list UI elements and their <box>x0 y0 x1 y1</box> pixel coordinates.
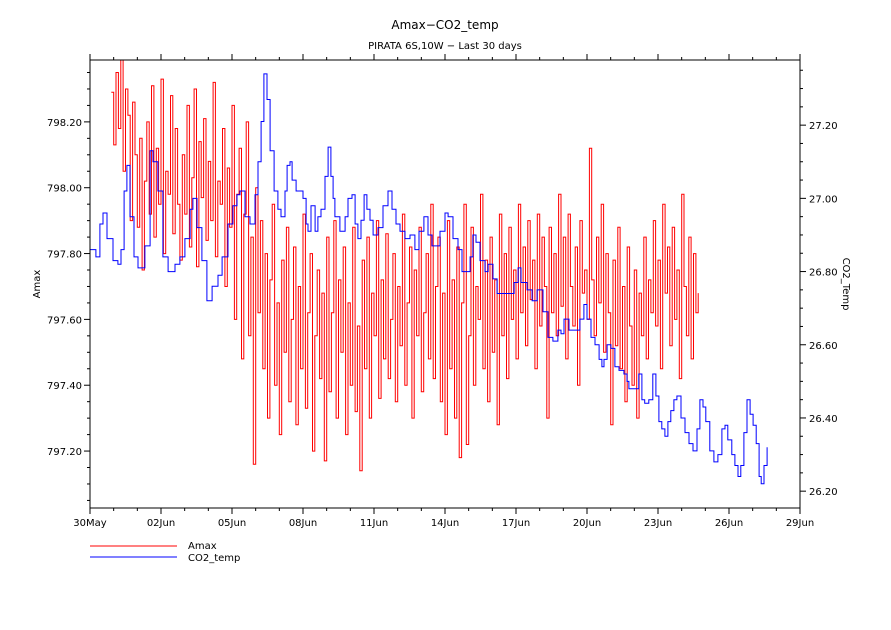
y-right-tick-label: 27.00 <box>809 194 838 205</box>
y-axis-left-label: Amax <box>32 270 43 299</box>
x-tick-label: 02Jun <box>147 518 175 529</box>
y-right-tick-label: 26.40 <box>809 414 838 425</box>
legend-label-amax: Amax <box>188 541 217 552</box>
x-tick-label: 17Jun <box>502 518 530 529</box>
x-tick-label: 30May <box>73 518 106 529</box>
x-tick-label: 20Jun <box>573 518 601 529</box>
x-tick-label: 26Jun <box>715 518 743 529</box>
x-tick-label: 14Jun <box>431 518 459 529</box>
chart-title: Amax−CO2_temp <box>391 18 498 32</box>
y-axis-right-label: CO2_Temp <box>840 258 851 311</box>
x-tick-label: 29Jun <box>786 518 814 529</box>
series-line-co2-temp <box>90 73 768 485</box>
y-left-tick-label: 797.40 <box>47 381 82 392</box>
legend: Amax CO2_temp <box>90 541 240 564</box>
y-right-tick-label: 26.20 <box>809 487 838 498</box>
x-tick-label: 23Jun <box>644 518 672 529</box>
y-right-tick-label: 27.20 <box>809 121 838 132</box>
x-tick-label: 05Jun <box>218 518 246 529</box>
y-axis-right: 26.20 26.40 26.60 26.80 27.00 27.20 <box>800 69 838 498</box>
y-axis-left: 797.20 797.40 797.60 797.80 798.00 798.20 <box>47 72 90 501</box>
y-right-tick-label: 26.80 <box>809 268 838 279</box>
y-left-tick-label: 798.00 <box>47 184 82 195</box>
y-left-tick-label: 797.60 <box>47 315 82 326</box>
y-left-tick-label: 798.20 <box>47 118 82 129</box>
series-line-amax <box>111 60 699 472</box>
x-tick-label: 11Jun <box>360 518 388 529</box>
chart-subtitle: PIRATA 6S,10W − Last 30 days <box>368 41 522 52</box>
y-left-tick-label: 797.20 <box>47 447 82 458</box>
legend-label-co2-temp: CO2_temp <box>188 553 240 564</box>
series-layer <box>90 60 768 485</box>
x-tick-label: 08Jun <box>289 518 317 529</box>
y-right-tick-label: 26.60 <box>809 341 838 352</box>
x-axis: 30May 02Jun 05Jun 08Jun 11Jun 14Jun 17Jun 20Jun… <box>73 54 814 529</box>
y-left-tick-label: 797.80 <box>47 250 82 261</box>
